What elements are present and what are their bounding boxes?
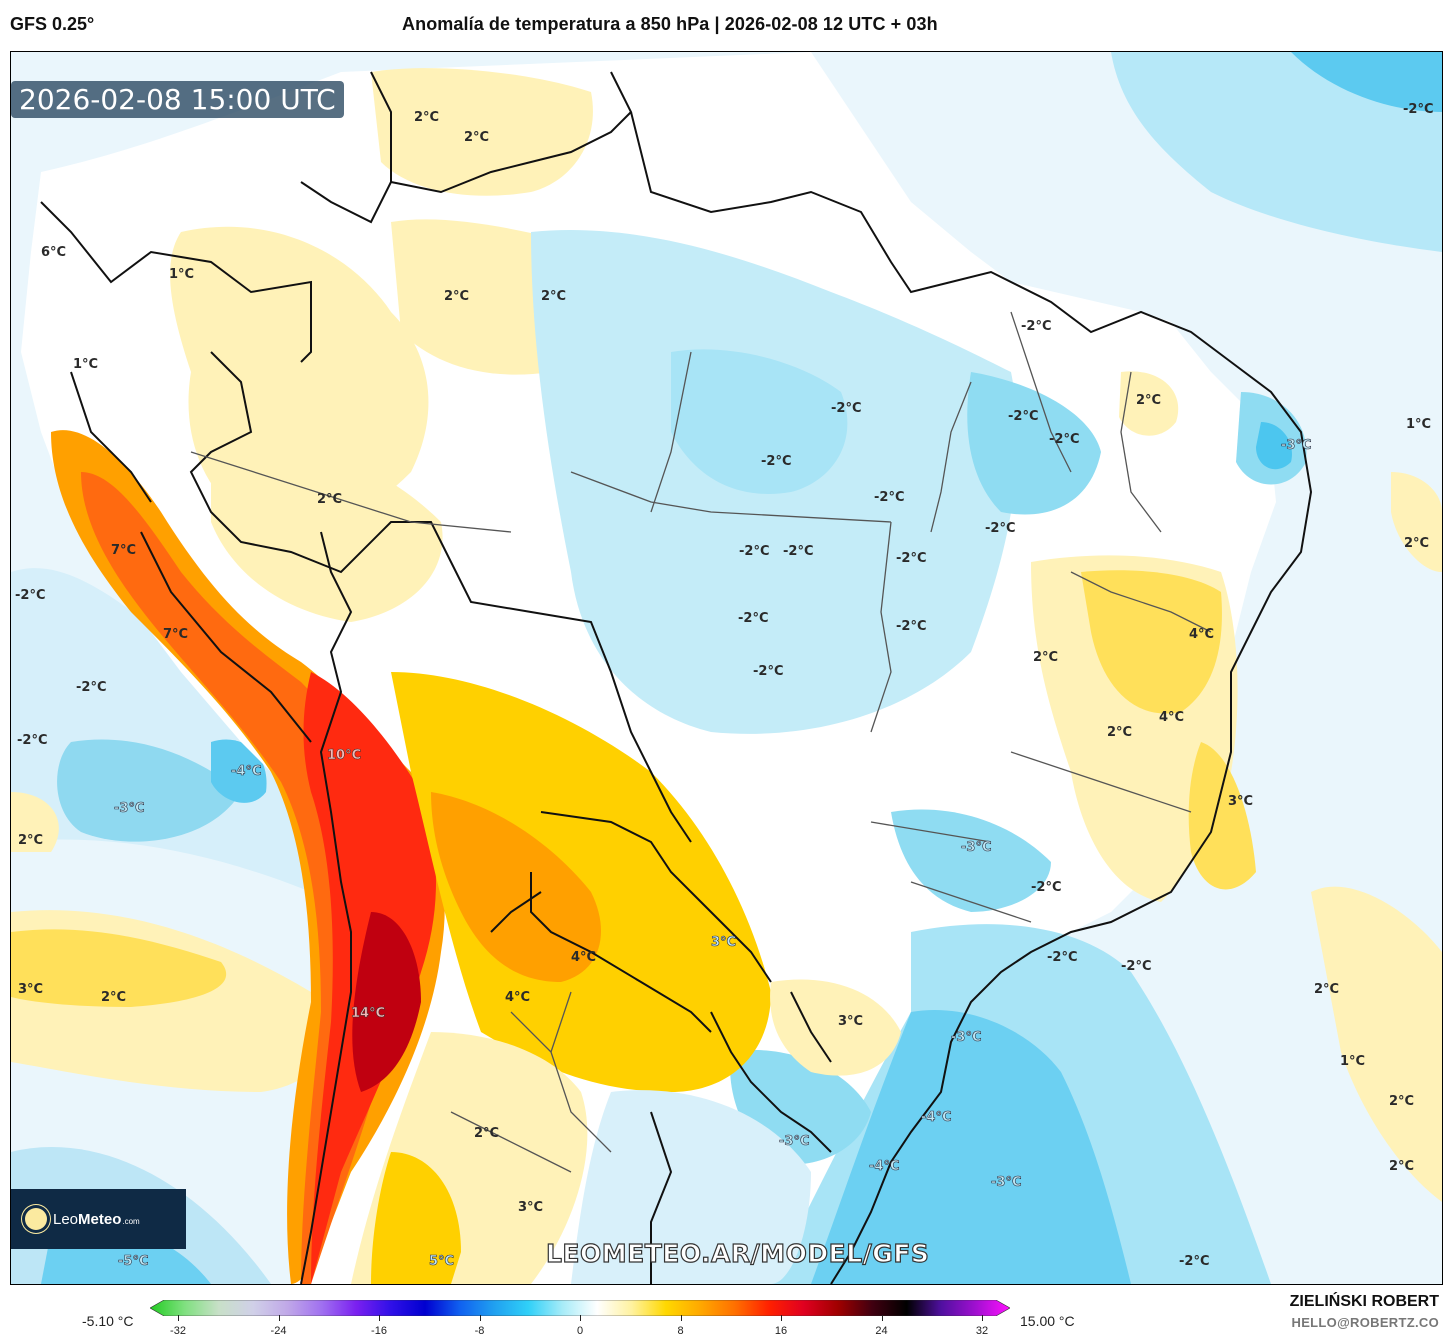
contour-label: 2°C (1389, 1159, 1415, 1174)
contour-label: 3°C (18, 982, 44, 997)
contour-label: -2°C (1031, 880, 1062, 895)
contour-label: 6°C (41, 245, 67, 260)
contour-label: -2°C (15, 588, 46, 603)
contour-label: -4°C (869, 1159, 900, 1175)
colorbar-tick-mark (178, 1315, 179, 1321)
sun-icon (25, 1208, 47, 1230)
contour-label: 2°C (1107, 725, 1133, 740)
contour-label: -2°C (1049, 432, 1080, 447)
contour-label: -2°C (1008, 409, 1039, 424)
contour-label: 2°C (1033, 650, 1059, 665)
contour-label: -2°C (831, 401, 862, 416)
contour-label: 10°C (327, 748, 362, 764)
author-name: ZIELIŃSKI ROBERT (1289, 1293, 1439, 1310)
contour-label: 2°C (474, 1126, 500, 1141)
contour-label: 2°C (101, 990, 127, 1005)
contour-label: -2°C (896, 619, 927, 634)
valid-time-badge: 2026-02-08 15:00 UTC (11, 81, 344, 118)
contour-label: -3°C (961, 840, 992, 856)
contour-label: 7°C (163, 627, 189, 642)
contour-label: 2°C (1404, 536, 1430, 551)
colorbar-tick-label: 0 (576, 1325, 584, 1337)
contour-label: -2°C (874, 490, 905, 505)
colorbar-min-label: -5.10 °C (82, 1313, 134, 1329)
contour-label: 5°C (429, 1254, 455, 1270)
colorbar-tick-mark (781, 1315, 782, 1321)
contour-label: 14°C (351, 1006, 386, 1022)
contour-label: 3°C (838, 1014, 864, 1029)
contour-label: 1°C (1406, 417, 1432, 432)
contour-label: 7°C (111, 543, 137, 558)
contour-label: -2°C (739, 544, 770, 559)
contour-label: 3°C (711, 935, 737, 951)
map-title: Anomalía de temperatura a 850 hPa | 2026… (402, 14, 938, 34)
contour-label: -3°C (779, 1134, 810, 1150)
contour-label: 2°C (1314, 982, 1340, 997)
contour-label: 3°C (518, 1200, 544, 1215)
contour-label: -2°C (76, 680, 107, 695)
contour-label: 2°C (1389, 1094, 1415, 1109)
logo-text-domain: .com (122, 1216, 140, 1226)
contour-label: 2°C (1136, 393, 1162, 408)
anomaly-map[interactable]: 2026-02-08 15:00 UTC 2°C 2°C -2°C 6°C 1°C 2°C… (10, 51, 1443, 1285)
contour-label: 4°C (1159, 710, 1185, 725)
contour-label: 2°C (414, 110, 440, 125)
contour-label: 1°C (73, 357, 99, 372)
contour-label: -2°C (1021, 319, 1052, 334)
contour-label: -2°C (738, 611, 769, 626)
colorbar-tick-label: -8 (474, 1325, 485, 1337)
logo-text-meteo: Meteo (78, 1210, 122, 1228)
colorbar-tick-label: -16 (371, 1325, 387, 1337)
contour-label: 2°C (18, 833, 44, 848)
contour-label: 1°C (169, 267, 195, 282)
contour-label: -2°C (1047, 950, 1078, 965)
colorbar-tick-mark (479, 1315, 481, 1321)
contour-label: 3°C (1228, 794, 1254, 809)
contour-label: -3°C (114, 801, 145, 817)
contour-label: 4°C (505, 990, 531, 1005)
leometeo-logo[interactable]: Leo Meteo .com (11, 1189, 186, 1249)
contour-label: -2°C (1403, 102, 1434, 117)
contour-label: 2°C (541, 289, 567, 304)
contour-label: 4°C (571, 950, 597, 965)
colorbar-tick-label: 24 (875, 1325, 888, 1337)
contour-label: 4°C (1189, 627, 1215, 642)
colorbar-tick-label: 8 (677, 1325, 684, 1337)
colorbar-tick-label: 16 (774, 1325, 788, 1337)
model-label: GFS 0.25° (10, 14, 95, 34)
contour-label: -3°C (991, 1175, 1022, 1191)
source-watermark: LEOMETEO.AR/MODEL/GFS (545, 1238, 930, 1268)
colorbar-tick-label: 32 (975, 1325, 989, 1337)
contour-label: -2°C (17, 733, 48, 748)
contour-label: -2°C (753, 664, 784, 679)
contour-label: 2°C (317, 492, 343, 507)
colorbar-tick-mark (580, 1315, 581, 1321)
contour-label: 2°C (464, 130, 490, 145)
colorbar-tick-mark (881, 1315, 883, 1321)
colorbar-tick-label: -24 (270, 1325, 287, 1337)
colorbar-tick-label: -32 (170, 1325, 186, 1337)
contour-label: -4°C (921, 1110, 952, 1126)
map-shading (11, 52, 1442, 1284)
colorbar-tick-mark (982, 1315, 983, 1321)
logo-text-leo: Leo (53, 1210, 79, 1228)
contour-label: -2°C (761, 454, 792, 469)
contour-label: -2°C (1121, 959, 1152, 974)
contour-label: -2°C (985, 521, 1016, 536)
contour-label: -2°C (1179, 1254, 1210, 1269)
contour-label: -2°C (896, 551, 927, 566)
contour-label: -3°C (1281, 438, 1312, 454)
contour-label: -3°C (951, 1030, 982, 1046)
contour-label: -2°C (783, 544, 814, 559)
colorbar-tick-mark (680, 1315, 682, 1321)
contour-label: -4°C (231, 764, 262, 780)
colorbar-tick-mark (379, 1315, 380, 1321)
contour-label: 1°C (1340, 1054, 1366, 1069)
contour-label: -5°C (118, 1254, 149, 1270)
colorbar-max-label: 15.00 °C (1020, 1313, 1075, 1329)
contour-label: 2°C (444, 289, 470, 304)
colorbar-tick-mark (278, 1315, 280, 1321)
colorbar (150, 1300, 1010, 1316)
author-email[interactable]: HELLO@ROBERTZ.CO (1291, 1315, 1439, 1330)
